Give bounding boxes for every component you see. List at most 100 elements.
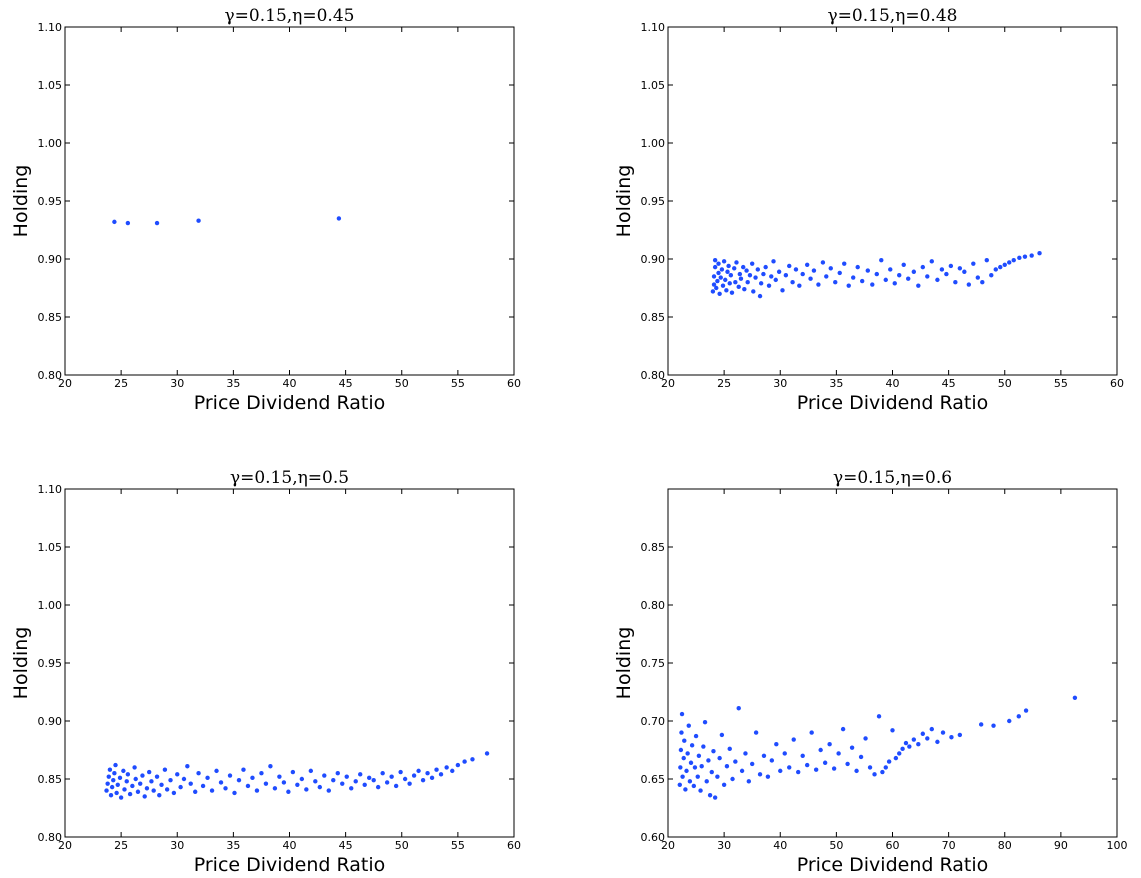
data-point [783, 273, 789, 278]
data-point [716, 261, 721, 266]
data-point [188, 781, 193, 786]
data-point [827, 742, 832, 747]
data-point [892, 281, 897, 286]
data-point [957, 266, 963, 271]
data-point [780, 288, 785, 293]
x-tick-label: 50 [998, 377, 1012, 390]
data-point [684, 768, 689, 774]
data-point [833, 280, 838, 285]
data-point [822, 760, 828, 765]
data-point [1002, 262, 1007, 267]
data-point [157, 793, 162, 798]
y-tick-label: 1.10 [38, 21, 63, 34]
data-point [747, 273, 753, 278]
y-tick-label: 0.90 [641, 253, 666, 266]
data-point [281, 780, 287, 785]
data-point [831, 766, 837, 771]
data-point [727, 281, 732, 286]
y-tick-label: 1.05 [38, 79, 63, 92]
data-point [701, 744, 706, 749]
data-point [349, 786, 354, 791]
data-point [903, 740, 909, 746]
x-tick-label: 25 [114, 839, 128, 852]
data-point [883, 765, 888, 770]
data-point [787, 765, 792, 770]
data-point [739, 768, 745, 774]
data-point [901, 262, 906, 267]
data-point [736, 284, 741, 290]
data-point [114, 790, 119, 796]
data-point [241, 767, 246, 772]
data-point [125, 772, 131, 777]
data-point [317, 784, 323, 790]
data-point [726, 263, 731, 269]
data-point [193, 789, 198, 794]
data-point [935, 739, 940, 745]
data-point [692, 765, 698, 770]
data-point [115, 782, 120, 787]
data-point [124, 779, 129, 784]
x-tick-label: 60 [886, 839, 900, 852]
data-point [733, 759, 738, 764]
data-point [118, 795, 124, 800]
data-point [127, 791, 133, 797]
data-point [699, 764, 704, 769]
y-tick-label: 0.85 [641, 311, 666, 324]
data-point [438, 772, 444, 777]
plot-frame [667, 488, 1118, 838]
data-point [149, 779, 154, 784]
data-point [434, 767, 439, 772]
data-point [683, 787, 688, 792]
data-point [326, 788, 331, 793]
data-point [743, 751, 748, 756]
data-point [178, 784, 183, 790]
data-point [761, 753, 767, 758]
data-point [714, 285, 719, 291]
y-tick-label: 0.95 [38, 657, 63, 670]
data-point [724, 288, 729, 293]
y-tick-label: 0.95 [38, 195, 63, 208]
data-point [911, 737, 917, 742]
data-point [711, 282, 717, 287]
x-tick-label: 70 [942, 839, 956, 852]
data-point [774, 742, 779, 747]
x-tick-label: 35 [829, 377, 843, 390]
data-point [758, 281, 764, 286]
data-point [813, 767, 819, 772]
data-point [727, 746, 732, 752]
data-point [782, 751, 787, 756]
data-point [753, 730, 759, 735]
data-point [719, 267, 725, 272]
data-point [971, 261, 976, 266]
data-point [712, 257, 718, 263]
data-point [429, 775, 435, 781]
data-point [125, 220, 131, 226]
y-tick-label: 0.95 [641, 195, 666, 208]
data-point [344, 774, 349, 779]
data-point [845, 761, 850, 767]
data-point [776, 269, 782, 274]
plot-frame [667, 26, 1118, 376]
y-tick-label: 0.75 [641, 657, 666, 670]
data-point [773, 277, 778, 283]
data-point [205, 775, 210, 781]
data-point [407, 781, 412, 786]
data-point [691, 783, 697, 789]
data-point [196, 771, 201, 776]
data-point [949, 735, 954, 740]
data-point [142, 794, 147, 799]
data-point [874, 271, 879, 277]
data-point [842, 261, 847, 266]
data-point [998, 264, 1003, 270]
data-point [455, 762, 461, 768]
data-point [872, 772, 877, 777]
data-point [1023, 708, 1029, 713]
data-point [712, 795, 718, 800]
data-point [105, 781, 110, 786]
data-point [140, 773, 145, 778]
data-point [715, 774, 720, 779]
data-point [711, 748, 716, 754]
data-point [737, 271, 743, 277]
data-point [680, 774, 685, 779]
data-point [757, 772, 763, 777]
